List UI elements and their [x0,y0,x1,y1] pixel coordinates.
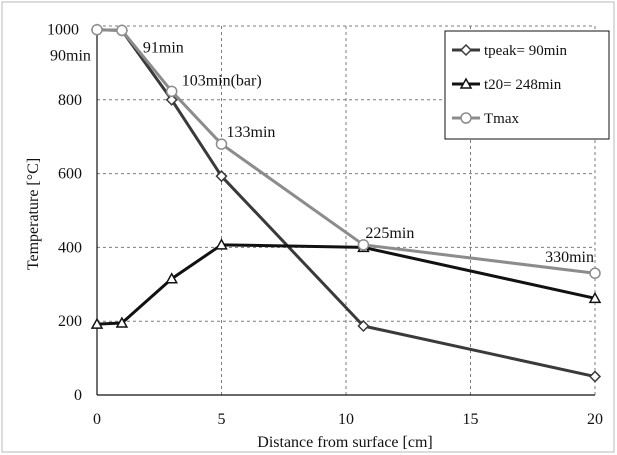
x-tick-label: 20 [587,411,603,428]
diamond-marker [588,370,602,383]
diamond-marker [165,93,178,106]
annotation-label: 330min [545,249,594,266]
annotation-label: 103min(bar) [182,72,262,89]
legend-item: t20= 248min [452,77,562,93]
y-tick-label: 400 [58,239,82,256]
circle-marker [460,112,472,124]
diamond-marker [357,319,370,333]
legend-label: t20= 248min [484,77,562,93]
legend-label: Tmax [484,111,519,127]
legend-item: Tmax [452,111,519,127]
legend-label: tpeak= 90min [484,43,568,59]
annotation-label: 1000 [47,22,79,39]
y-axis-title: Temperature [°C] [25,158,42,270]
circle-marker [215,138,228,150]
triangle-marker [215,238,228,250]
y-tick-label: 800 [58,92,82,109]
circle-marker [589,267,601,279]
x-tick-label: 15 [463,411,479,428]
triangle-marker [115,316,129,328]
y-tick-label: 0 [74,387,82,404]
annotation-label: 225min [365,225,414,242]
triangle-marker [165,272,178,284]
circle-marker [116,24,128,37]
annotation-layer: 1000 90min 91min 103min(bar) 133min 225min 330… [47,22,594,267]
series-line [95,243,597,326]
annotation-label: 91min [143,39,184,56]
circle-marker [357,239,370,251]
diamond-marker [459,43,473,57]
triangle-marker [90,317,104,329]
circle-marker [91,23,103,36]
x-tick-label: 0 [93,411,101,428]
x-tick-label: 10 [338,411,354,428]
triangle-marker [588,291,602,304]
x-tick-label: 5 [218,411,226,428]
x-axis-title: Distance from surface [cm] [257,434,432,451]
annotation-label: 90min [50,48,91,65]
legend-item: tpeak= 90min [452,43,568,59]
series-layer [90,23,602,383]
triangle-marker [459,77,473,89]
y-tick-label: 600 [58,166,82,183]
series-group [91,23,601,279]
diamond-marker [215,170,228,183]
circle-marker [165,85,178,98]
annotation-label: 133min [227,124,276,141]
legend-layer: tpeak= 90min t20= 248min Tmax [444,30,610,140]
y-tick-label: 200 [58,313,82,330]
